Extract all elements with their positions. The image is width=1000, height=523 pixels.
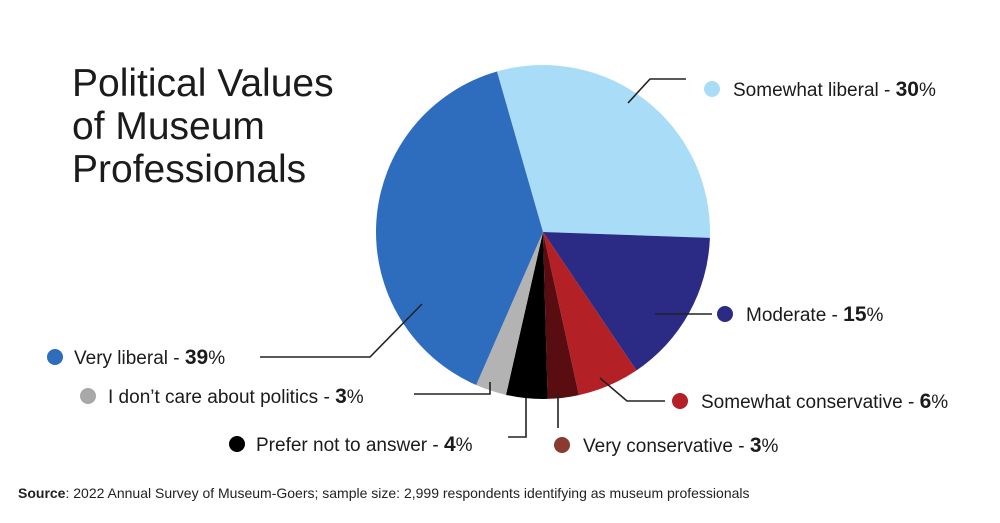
- slice-unit-very-liberal: %: [208, 348, 225, 369]
- leader-line-prefer-not-to-answer: [508, 398, 527, 438]
- slice-moderate: [543, 232, 710, 371]
- title-line-3: Professionals: [72, 148, 307, 191]
- slice-label-text-prefer-not-to-answer: Prefer not to answer -: [256, 435, 444, 456]
- legend-dot-moderate: [717, 306, 733, 322]
- slice-value-very-conservative: 3: [750, 434, 762, 457]
- slice-unit-prefer-not-to-answer: %: [456, 435, 473, 456]
- slice-label-text-very-conservative: Very conservative -: [583, 436, 750, 457]
- slice-unit-i-don-t-care-about-politics: %: [347, 387, 364, 408]
- pie-slices: [376, 65, 710, 399]
- title-line-1: Political Values: [72, 62, 334, 105]
- legend-dot-very-liberal: [47, 349, 63, 365]
- slice-label-somewhat-conservative: Somewhat conservative - 6%: [701, 390, 948, 413]
- slice-label-prefer-not-to-answer: Prefer not to answer - 4%: [256, 433, 473, 456]
- slice-unit-very-conservative: %: [762, 436, 779, 457]
- slice-label-text-very-liberal: Very liberal -: [74, 348, 185, 369]
- title-line-2: of Museum: [72, 105, 265, 148]
- source-text: : 2022 Annual Survey of Museum-Goers; sa…: [65, 485, 750, 501]
- slice-labels: Somewhat liberal - 30%Moderate - 15%Some…: [47, 78, 948, 457]
- slice-very-liberal: [376, 71, 543, 386]
- slice-unit-moderate: %: [867, 305, 884, 326]
- slice-label-i-don-t-care-about-politics: I don’t care about politics - 3%: [108, 385, 364, 408]
- slice-label-moderate: Moderate - 15%: [746, 303, 884, 326]
- slice-value-moderate: 15: [843, 303, 867, 326]
- source-note: Source: 2022 Annual Survey of Museum-Goe…: [18, 485, 750, 501]
- slice-i-don-t-care-about-politics: [476, 232, 543, 395]
- leader-lines: [260, 78, 712, 438]
- slice-label-text-moderate: Moderate -: [746, 305, 843, 326]
- leader-line-somewhat-liberal: [627, 78, 686, 104]
- legend-dot-very-conservative: [554, 437, 570, 453]
- slice-unit-somewhat-liberal: %: [919, 80, 936, 101]
- slice-label-very-liberal: Very liberal - 39%: [74, 346, 225, 369]
- slice-label-somewhat-liberal: Somewhat liberal - 30%: [733, 78, 936, 101]
- slice-somewhat-liberal: [496, 65, 710, 238]
- slice-label-text-somewhat-conservative: Somewhat conservative -: [701, 392, 920, 413]
- chart-title: Political Values of Museum Professionals: [72, 62, 402, 191]
- slice-somewhat-conservative: [543, 232, 637, 396]
- legend-dot-somewhat-conservative: [672, 393, 688, 409]
- legend-dot-prefer-not-to-answer: [229, 436, 245, 452]
- source-label: Source: [18, 485, 66, 501]
- legend-dot-i-don-t-care-about-politics: [80, 388, 96, 404]
- slice-value-very-liberal: 39: [185, 346, 208, 369]
- leader-line-somewhat-conservative: [599, 377, 665, 402]
- leader-line-very-liberal: [260, 303, 423, 358]
- slice-label-text-i-don-t-care-about-politics: I don’t care about politics -: [108, 387, 335, 408]
- slice-label-text-somewhat-liberal: Somewhat liberal -: [733, 80, 896, 101]
- slice-unit-somewhat-conservative: %: [931, 392, 948, 413]
- slice-value-somewhat-liberal: 30: [896, 78, 919, 101]
- legend-dot-somewhat-liberal: [704, 81, 720, 97]
- slice-value-i-don-t-care-about-politics: 3: [335, 385, 347, 408]
- slice-value-somewhat-conservative: 6: [920, 390, 932, 413]
- leader-line-i-don-t-care-about-politics: [414, 382, 491, 395]
- slice-prefer-not-to-answer: [506, 232, 548, 399]
- slice-value-prefer-not-to-answer: 4: [444, 433, 456, 456]
- slice-label-very-conservative: Very conservative - 3%: [583, 434, 779, 457]
- slice-very-conservative: [543, 232, 579, 399]
